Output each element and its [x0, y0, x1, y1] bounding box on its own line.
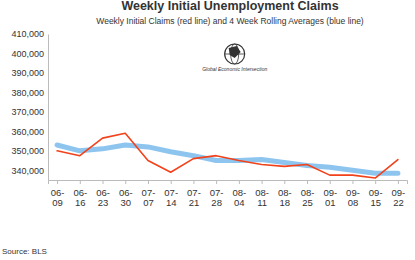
- y-tick-label: 360,000: [11, 127, 44, 137]
- x-tick: 09-15: [369, 180, 383, 208]
- x-tick: 06-16: [73, 180, 87, 208]
- x-tick-label: 08-04: [232, 187, 246, 209]
- x-axis: 06-09 06-16 06-23 06-30 07-07 07-14 07-21 07-28…: [49, 180, 408, 208]
- x-tick: 06-09: [51, 180, 65, 208]
- y-tick-label: 350,000: [11, 146, 44, 156]
- x-tick: 08-11: [255, 180, 269, 208]
- y-tick: 350,000: [11, 146, 48, 156]
- x-tick-label: 07-21: [187, 187, 201, 209]
- y-tick: 340,000: [11, 166, 48, 176]
- y-tick-label: 340,000: [11, 166, 44, 176]
- y-axis: 340,000 350,000 360,000 370,000 380,000 390,0…: [11, 29, 48, 180]
- y-tick: 360,000: [11, 127, 48, 137]
- x-tick-mark: [398, 180, 399, 184]
- x-tick: 08-25: [301, 180, 315, 208]
- x-tick-mark: [284, 180, 285, 184]
- series-line: [57, 133, 398, 178]
- y-tick-label: 380,000: [11, 88, 44, 98]
- subtitle: Weekly Initial Claims (red line) and 4 W…: [96, 16, 364, 26]
- logo: Global Economic Intersection: [202, 44, 267, 72]
- y-tick: 400,000: [11, 49, 48, 59]
- x-tick: 07-21: [187, 180, 201, 208]
- x-tick-label: 08-18: [278, 187, 292, 209]
- plot: Global Economic Intersection 340,000 350,0…: [11, 29, 407, 208]
- annotation: Global Economic Intersection: [202, 66, 267, 72]
- x-tick: 06-23: [96, 180, 110, 208]
- y-tick: 370,000: [11, 107, 48, 117]
- y-tick: 390,000: [11, 68, 48, 78]
- y-tick-label: 410,000: [11, 29, 44, 39]
- y-tick-label: 400,000: [11, 49, 44, 59]
- x-tick-label: 07-14: [164, 187, 178, 209]
- x-tick-label: 06-30: [119, 187, 133, 209]
- y-tick: 410,000: [11, 29, 48, 39]
- x-tick-label: 07-28: [210, 187, 224, 209]
- x-tick-mark: [103, 180, 104, 184]
- x-tick-mark: [148, 180, 149, 184]
- y-axis-line: [48, 35, 49, 181]
- x-tick-label: 08-11: [255, 187, 269, 209]
- x-tick-label: 07-07: [142, 187, 156, 209]
- x-tick-mark: [193, 180, 194, 184]
- x-tick: 07-28: [210, 180, 224, 208]
- x-tick: 09-08: [346, 180, 360, 208]
- x-tick-mark: [57, 180, 58, 184]
- x-tick-label: 06-23: [96, 187, 110, 209]
- x-tick-mark: [352, 180, 353, 184]
- x-tick: 08-04: [232, 180, 246, 208]
- x-tick-mark: [80, 180, 81, 184]
- source: Source: BLS: [2, 247, 47, 256]
- chart: Weekly Initial Unemployment Claims Weekly…: [0, 0, 415, 260]
- x-tick-mark: [239, 180, 240, 184]
- x-tick-label: 08-25: [301, 187, 315, 209]
- x-tick-mark: [375, 180, 376, 184]
- x-tick-label: 06-09: [51, 187, 65, 209]
- x-tick: 08-18: [278, 180, 292, 208]
- x-tick-mark: [125, 180, 126, 184]
- x-tick-label: 09-22: [392, 187, 406, 209]
- y-tick-label: 390,000: [11, 68, 44, 78]
- y-tick: 380,000: [11, 88, 48, 98]
- y-tick-label: 370,000: [11, 107, 44, 117]
- series-group: [57, 133, 398, 178]
- x-tick-label: 09-01: [323, 187, 337, 209]
- x-tick-mark: [262, 180, 263, 184]
- series-line: [57, 145, 398, 173]
- x-tick-mark: [307, 180, 308, 184]
- x-tick: 09-22: [392, 180, 406, 208]
- logo-globe: [225, 44, 245, 64]
- logo-globe: [229, 46, 241, 58]
- x-tick: 06-30: [119, 180, 133, 208]
- x-tick-mark: [330, 180, 331, 184]
- x-tick-label: 09-08: [346, 187, 360, 209]
- x-tick-label: 06-16: [73, 187, 87, 209]
- x-tick: 09-01: [323, 180, 337, 208]
- x-tick: 07-07: [142, 180, 156, 208]
- x-tick-label: 09-15: [369, 187, 383, 209]
- title: Weekly Initial Unemployment Claims: [121, 0, 338, 13]
- x-tick-mark: [216, 180, 217, 184]
- x-tick: 07-14: [164, 180, 178, 208]
- x-axis-line: [49, 181, 408, 185]
- x-tick-mark: [171, 180, 172, 184]
